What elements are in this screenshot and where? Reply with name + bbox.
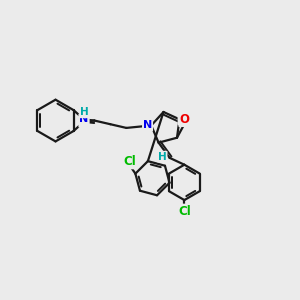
Text: H: H (158, 152, 167, 162)
Text: N: N (79, 117, 88, 127)
Text: N: N (178, 114, 188, 124)
Text: N: N (143, 121, 152, 130)
Text: Cl: Cl (124, 155, 136, 168)
Text: O: O (179, 113, 189, 126)
Text: H: H (80, 107, 89, 117)
Text: N: N (79, 115, 88, 124)
Text: Cl: Cl (178, 205, 191, 218)
